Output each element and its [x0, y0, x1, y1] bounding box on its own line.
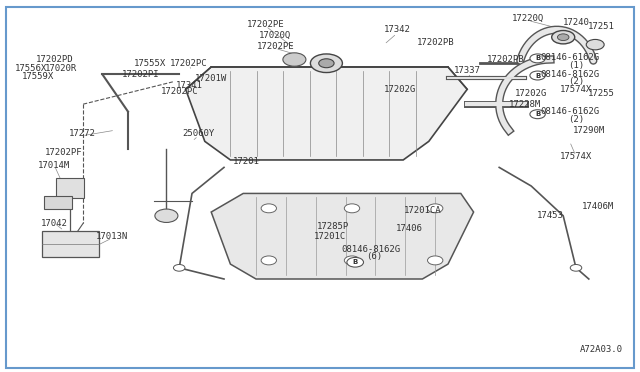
Text: 17272: 17272	[68, 129, 95, 138]
Polygon shape	[42, 231, 99, 257]
Circle shape	[310, 54, 342, 73]
Text: 17202PC: 17202PC	[161, 87, 198, 96]
Text: 17290M: 17290M	[573, 126, 605, 135]
Text: 17556X: 17556X	[15, 64, 47, 73]
Text: A72A03.0: A72A03.0	[580, 345, 623, 354]
Text: 08146-8162G: 08146-8162G	[540, 70, 599, 79]
Circle shape	[347, 257, 364, 267]
Text: 17202PE: 17202PE	[257, 42, 294, 51]
Text: 17202PI: 17202PI	[122, 70, 159, 79]
Text: 17228M: 17228M	[509, 100, 541, 109]
Text: B: B	[353, 259, 358, 265]
Text: B: B	[535, 111, 540, 117]
Polygon shape	[211, 193, 474, 279]
Text: 17559X: 17559X	[22, 72, 54, 81]
Text: 17202PC: 17202PC	[170, 59, 207, 68]
Text: 17201C: 17201C	[314, 232, 346, 241]
Circle shape	[261, 204, 276, 213]
Text: 17574X: 17574X	[560, 152, 592, 161]
Text: 08146-8162G: 08146-8162G	[342, 245, 401, 254]
Text: 17220Q: 17220Q	[512, 14, 544, 23]
Circle shape	[586, 39, 604, 50]
Text: 17202G: 17202G	[384, 85, 416, 94]
Text: 17342: 17342	[383, 25, 410, 34]
Text: 17251: 17251	[588, 22, 615, 31]
Text: 17406: 17406	[396, 224, 423, 233]
Polygon shape	[186, 67, 467, 160]
Circle shape	[173, 264, 185, 271]
FancyBboxPatch shape	[44, 196, 72, 209]
Text: 17020Q: 17020Q	[259, 31, 291, 40]
Text: 17202PD: 17202PD	[36, 55, 73, 64]
Text: 08146-6162G: 08146-6162G	[540, 53, 599, 62]
FancyBboxPatch shape	[56, 178, 84, 198]
Text: 17285P: 17285P	[317, 222, 349, 231]
Text: 17202PE: 17202PE	[247, 20, 284, 29]
Circle shape	[344, 204, 360, 213]
Text: 17014M: 17014M	[38, 161, 70, 170]
Text: 17013N: 17013N	[96, 232, 128, 241]
Text: B: B	[535, 73, 540, 78]
Circle shape	[319, 59, 334, 68]
Text: 08146-6162G: 08146-6162G	[540, 107, 599, 116]
Text: 17042: 17042	[41, 219, 68, 228]
Circle shape	[570, 264, 582, 271]
Circle shape	[530, 110, 545, 119]
Circle shape	[283, 53, 306, 66]
Text: 17240: 17240	[563, 18, 589, 27]
Text: 17202PB: 17202PB	[417, 38, 454, 47]
Text: 17555X: 17555X	[134, 59, 166, 68]
Text: (1): (1)	[568, 61, 584, 70]
Text: 17574X: 17574X	[560, 85, 592, 94]
Circle shape	[155, 209, 178, 222]
Text: 17201: 17201	[233, 157, 260, 166]
Circle shape	[261, 256, 276, 265]
Circle shape	[428, 256, 443, 265]
Text: 17201CA: 17201CA	[404, 206, 441, 215]
Text: 17202PF: 17202PF	[45, 148, 83, 157]
Circle shape	[530, 71, 545, 80]
Circle shape	[530, 54, 545, 63]
Circle shape	[344, 256, 360, 265]
Text: 17453: 17453	[537, 211, 564, 220]
Circle shape	[557, 34, 569, 41]
Text: 17202G: 17202G	[515, 89, 547, 97]
Circle shape	[428, 204, 443, 213]
Text: B: B	[535, 55, 540, 61]
Text: 25060Y: 25060Y	[182, 129, 214, 138]
Circle shape	[552, 31, 575, 44]
Text: 17337: 17337	[454, 66, 481, 75]
Text: (6): (6)	[366, 252, 383, 261]
Text: 17202PB: 17202PB	[487, 55, 524, 64]
Text: 17341: 17341	[175, 81, 202, 90]
Text: (2): (2)	[568, 115, 584, 124]
Text: 17255: 17255	[588, 89, 615, 97]
Text: 17406M: 17406M	[582, 202, 614, 211]
Text: 17020R: 17020R	[45, 64, 77, 73]
Text: (2): (2)	[568, 77, 584, 86]
Text: 17201W: 17201W	[195, 74, 227, 83]
